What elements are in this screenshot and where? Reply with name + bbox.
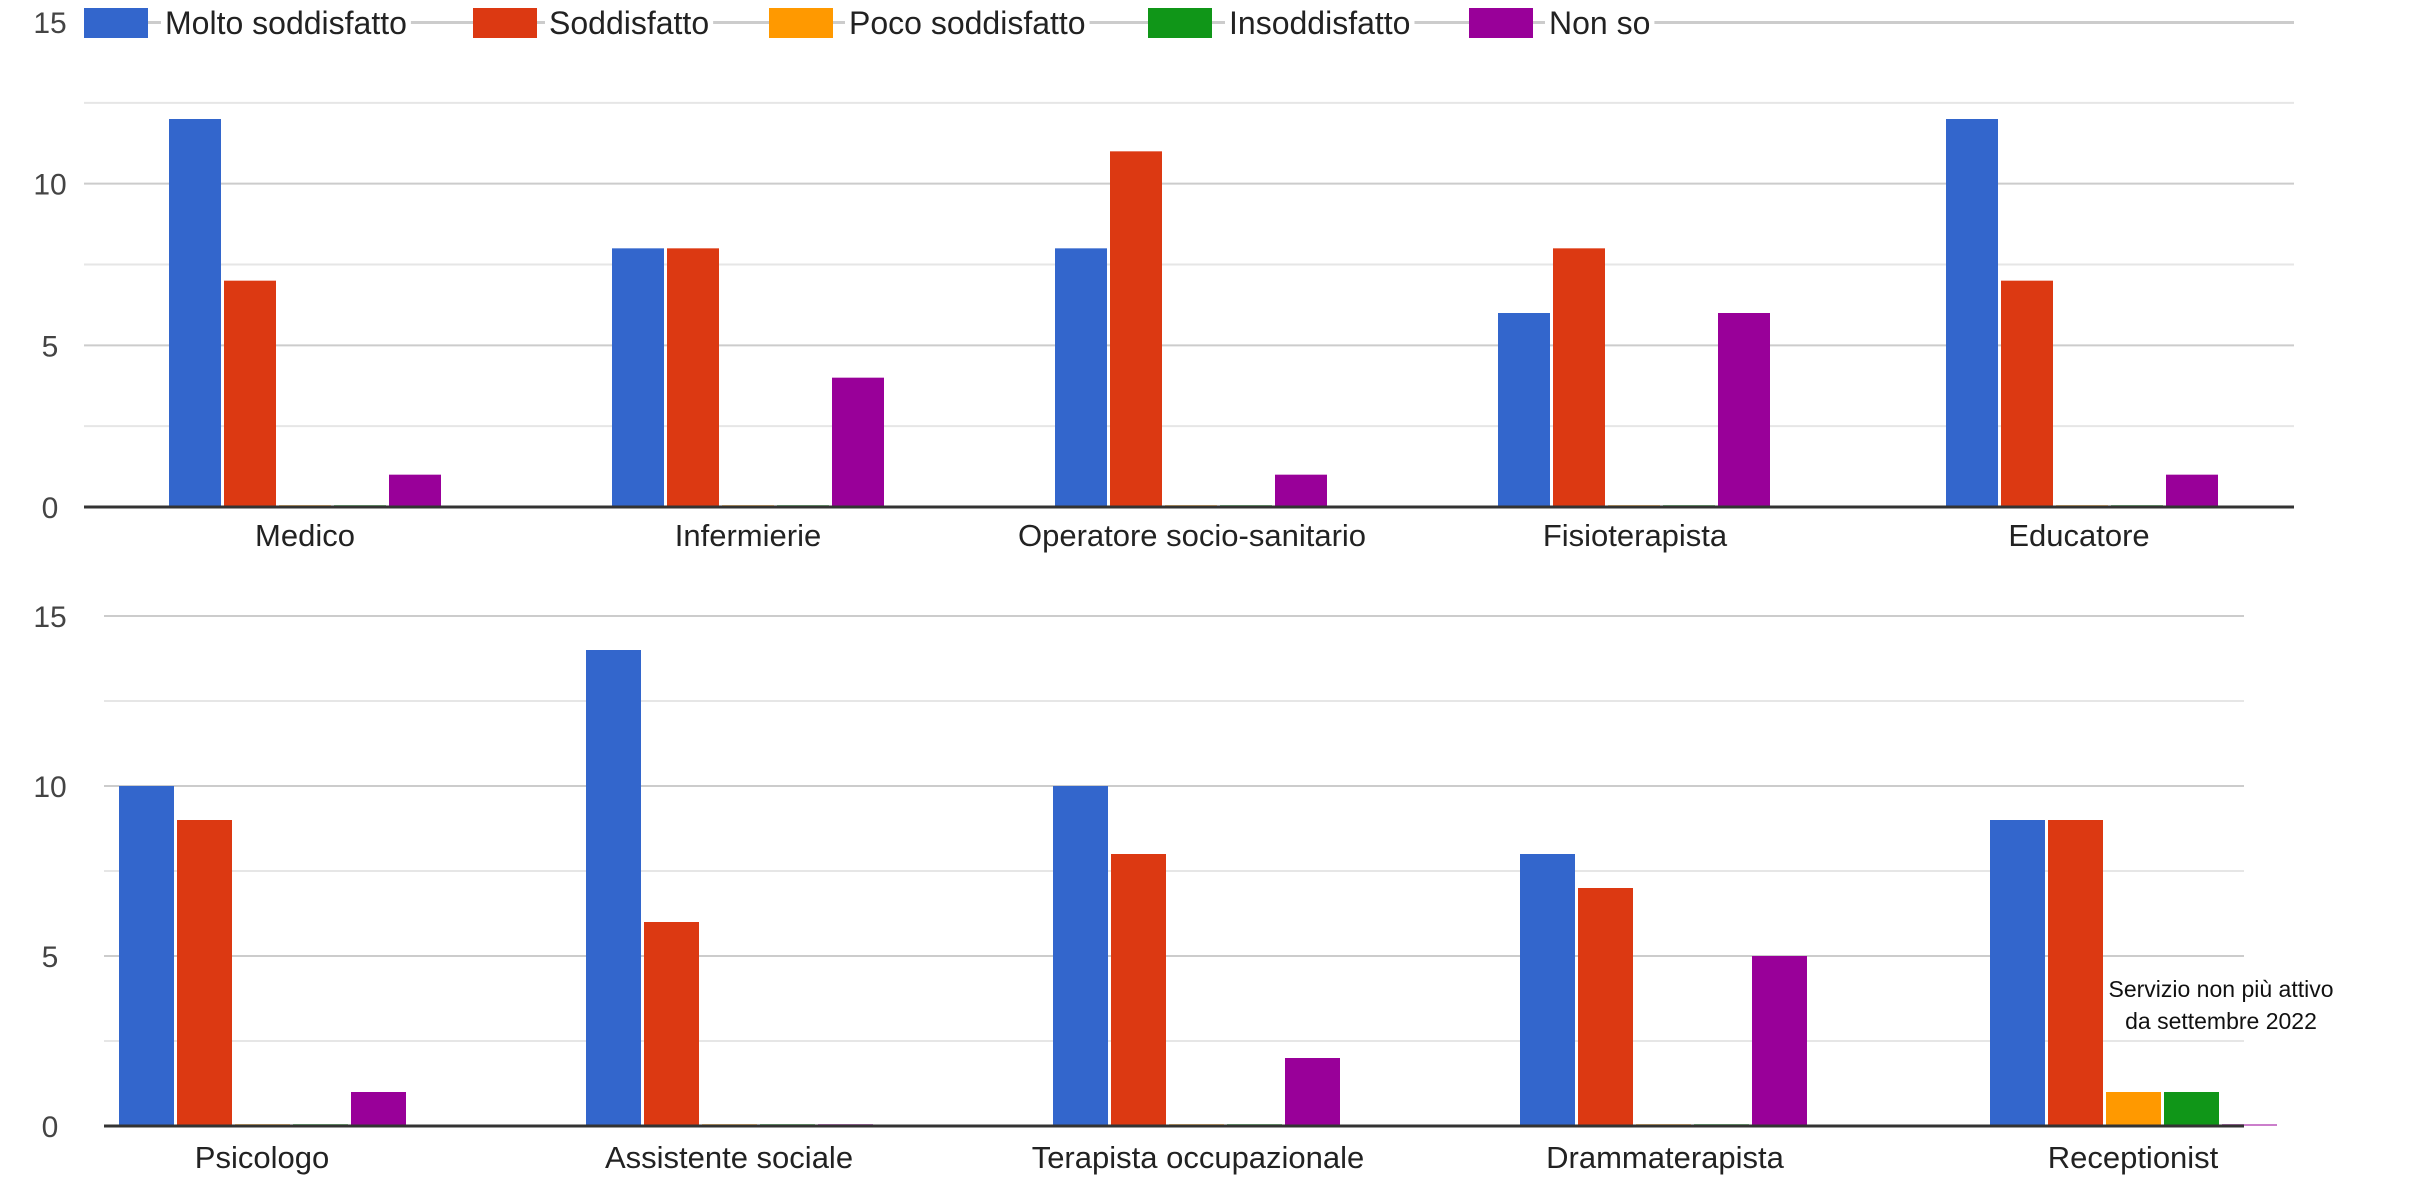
category-label: Educatore xyxy=(2008,518,2149,553)
bar-terapista-occupazionale-0 xyxy=(1053,786,1108,1126)
bar-educatore-1 xyxy=(2001,280,2053,507)
y-tick-label: 15 xyxy=(33,601,66,634)
category-label: Operatore socio-sanitario xyxy=(1018,518,1366,553)
bar-operatore-socio-sanitario-4 xyxy=(1275,474,1327,507)
bar-drammaterapista-1 xyxy=(1578,888,1633,1126)
bar-fisioterapista-0 xyxy=(1498,313,1550,507)
bar-assistente-sociale-1 xyxy=(644,922,699,1126)
y-tick-label: 5 xyxy=(42,941,59,974)
bar-drammaterapista-0 xyxy=(1520,854,1575,1126)
legend-label: Soddisfatto xyxy=(549,5,709,41)
bar-fisioterapista-1 xyxy=(1553,248,1605,508)
legend-label-bg xyxy=(845,5,1090,41)
bar-medico-0 xyxy=(169,119,221,507)
y-tick-label: 0 xyxy=(42,492,59,525)
bar-psicologo-0 xyxy=(119,786,174,1126)
bar-drammaterapista-4 xyxy=(1752,956,1807,1126)
legend-label-bg xyxy=(1225,5,1415,41)
category-label: Terapista occupazionale xyxy=(1032,1140,1365,1175)
bar-psicologo-1 xyxy=(177,820,232,1126)
legend-swatch-4 xyxy=(1469,8,1533,38)
bar-infermierie-4 xyxy=(832,377,884,507)
bar-infermierie-1 xyxy=(667,248,719,508)
legend-label-bg xyxy=(545,5,714,41)
bar-psicologo-4 xyxy=(351,1092,406,1126)
legend-label: Non so xyxy=(1549,5,1650,41)
legend-swatch-3 xyxy=(1148,8,1212,38)
bar-operatore-socio-sanitario-1 xyxy=(1110,151,1162,508)
y-tick-label: 0 xyxy=(42,1111,59,1144)
legend-swatch-2 xyxy=(769,8,833,38)
bar-educatore-4 xyxy=(2166,474,2218,507)
category-label: Psicologo xyxy=(195,1140,329,1175)
legend-label-bg xyxy=(161,5,411,41)
category-label: Medico xyxy=(255,518,355,553)
bar-receptionist-3 xyxy=(2164,1092,2219,1126)
bar-medico-1 xyxy=(224,280,276,507)
y-tick-label: 10 xyxy=(33,771,66,804)
y-tick-label: 10 xyxy=(33,169,66,202)
legend-swatch-0 xyxy=(84,8,148,38)
legend-label: Molto soddisfatto xyxy=(165,5,407,41)
category-label: Drammaterapista xyxy=(1546,1140,1784,1175)
bar-terapista-occupazionale-1 xyxy=(1111,854,1166,1126)
y-tick-label: 5 xyxy=(42,330,59,363)
bar-receptionist-0 xyxy=(1990,820,2045,1126)
legend-label-bg xyxy=(1545,5,1655,41)
y-tick-label: 15 xyxy=(33,7,66,40)
bar-fisioterapista-4 xyxy=(1718,313,1770,507)
bar-receptionist-1 xyxy=(2048,820,2103,1126)
bar-operatore-socio-sanitario-0 xyxy=(1055,248,1107,508)
category-label: Assistente sociale xyxy=(605,1140,853,1175)
category-label: Receptionist xyxy=(2048,1140,2219,1175)
bar-receptionist-2 xyxy=(2106,1092,2161,1126)
category-label: Fisioterapista xyxy=(1543,518,1728,553)
annotation-text: Servizio non più attivo xyxy=(2108,976,2333,1002)
bar-educatore-0 xyxy=(1946,119,1998,507)
legend-label: Poco soddisfatto xyxy=(849,5,1086,41)
legend-label: Insoddisfatto xyxy=(1229,5,1410,41)
bar-assistente-sociale-0 xyxy=(586,650,641,1126)
bar-medico-4 xyxy=(389,474,441,507)
legend-swatch-1 xyxy=(473,8,537,38)
annotation-text: da settembre 2022 xyxy=(2125,1008,2317,1034)
category-label: Infermierie xyxy=(675,518,821,553)
bar-infermierie-0 xyxy=(612,248,664,508)
bar-terapista-occupazionale-4 xyxy=(1285,1058,1340,1126)
